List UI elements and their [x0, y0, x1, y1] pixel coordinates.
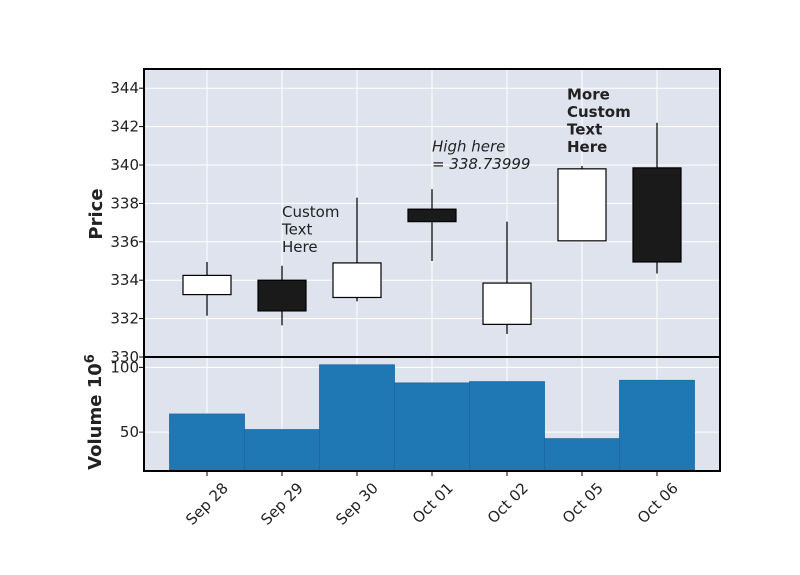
price-axis-label: Price	[86, 188, 107, 239]
annotation-line: Here	[282, 238, 318, 256]
volume-tick-label: 100	[110, 358, 139, 376]
candle-body	[182, 274, 232, 296]
annotation-line: Custom	[567, 103, 631, 121]
volume-bar	[469, 381, 545, 472]
annotation-line: More	[567, 86, 610, 104]
x-tick-label: Sep 29	[257, 479, 307, 529]
annotation-text: Custom Text Here	[281, 203, 339, 256]
volume-axis-label-text: Volume 10	[85, 363, 106, 470]
candle-body	[407, 208, 457, 223]
x-tick-label: Oct 02	[484, 479, 532, 527]
volume-bar	[619, 379, 695, 472]
candle-body	[332, 262, 382, 299]
price-tick-label: 338	[110, 194, 139, 212]
volume-bar	[319, 364, 395, 472]
price-tick-label: 342	[110, 118, 139, 136]
volume-panel: 50 100	[110, 356, 721, 472]
x-tick-label: Oct 01	[409, 479, 457, 527]
annotation-line: = 338.73999	[432, 155, 530, 173]
x-tick-label: Sep 30	[332, 479, 382, 529]
annotation-line: High here	[432, 138, 505, 156]
annotation-line: Custom	[282, 203, 339, 221]
price-tick-label: 336	[110, 233, 139, 251]
annotation-text: More Custom Text Here	[567, 86, 631, 157]
price-tick-label: 332	[110, 310, 139, 328]
x-axis: Sep 28 Sep 29 Sep 30 Oct 01 Oct 02 Oct 05 Oct …	[182, 471, 682, 529]
candle-body	[482, 282, 532, 325]
annotation-line: Text	[567, 121, 602, 139]
price-tick-label: 334	[110, 271, 139, 289]
volume-axis-label-exponent: 6	[83, 354, 98, 363]
volume-bar	[169, 413, 245, 472]
price-tick-label: 344	[110, 79, 139, 97]
candle-body	[257, 279, 307, 312]
annotation-line: Here	[567, 138, 607, 156]
price-tick-label: 340	[110, 156, 139, 174]
x-tick-label: Sep 28	[182, 479, 232, 529]
volume-tick-label: 50	[120, 423, 139, 441]
candle-body	[632, 167, 682, 263]
x-tick-label: Oct 05	[559, 479, 607, 527]
volume-bar	[544, 438, 620, 472]
volume-axis-label: Volume 106	[83, 354, 106, 470]
price-tick-label: 330	[110, 348, 139, 366]
annotation-text: High here = 338.73999	[432, 138, 530, 174]
price-panel: 330 332 334 336 338 340 342 344	[110, 68, 721, 366]
volume-bar	[394, 382, 470, 472]
x-tick-label: Oct 06	[634, 479, 682, 527]
volume-bar	[244, 429, 320, 472]
annotation-line: Text	[281, 220, 312, 238]
candle-body	[557, 168, 607, 242]
